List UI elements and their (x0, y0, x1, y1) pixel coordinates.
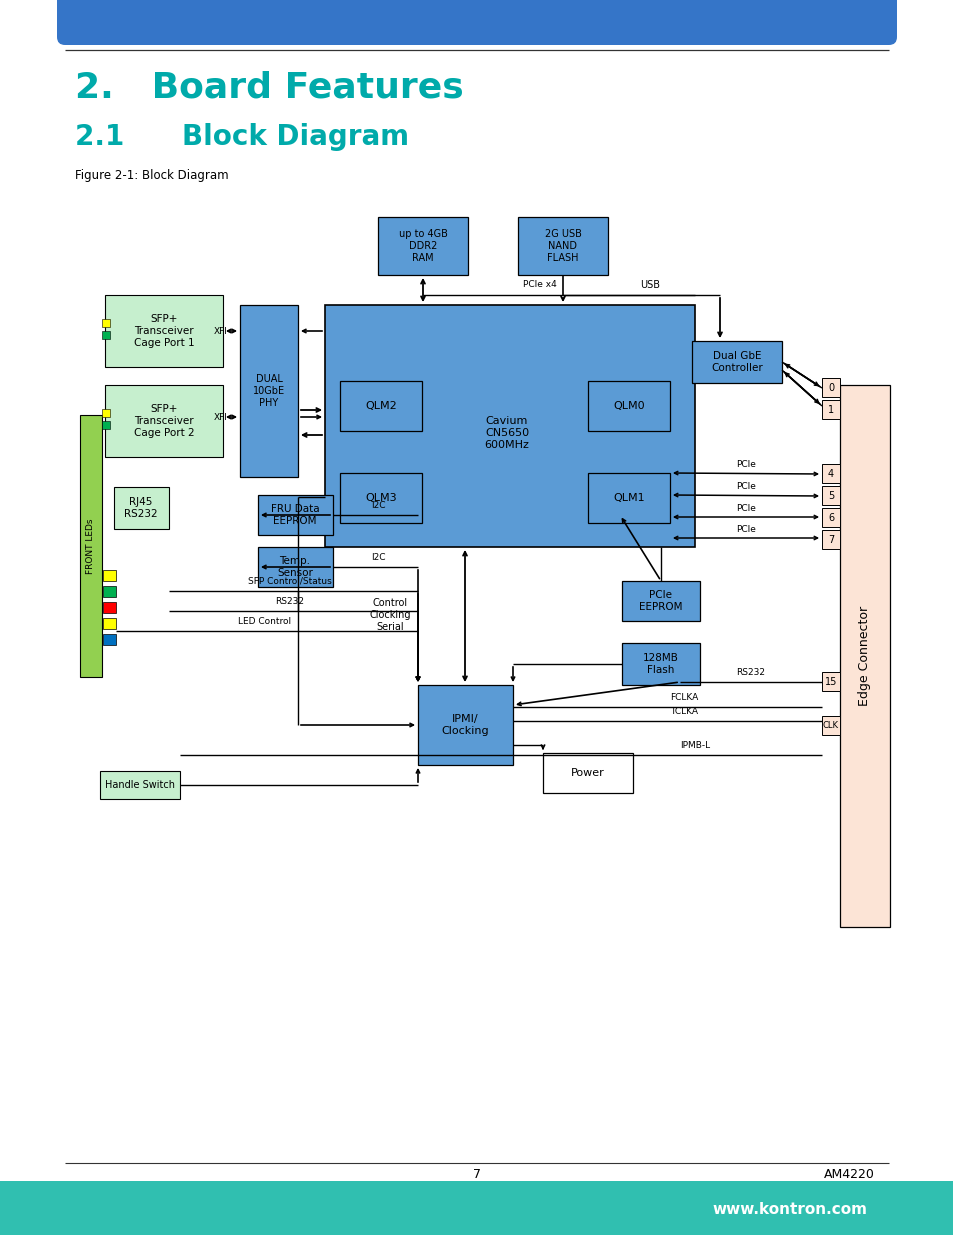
Bar (100, 771, 180, 799)
Bar (821, 464, 840, 483)
Text: QLM3: QLM3 (365, 493, 396, 503)
Bar (517, 217, 607, 275)
Text: IPMB-L: IPMB-L (679, 741, 709, 750)
Text: 7: 7 (473, 1168, 480, 1182)
Text: PCIe: PCIe (736, 504, 755, 513)
Text: 128MB
Flash: 128MB Flash (642, 653, 679, 674)
Text: I2C: I2C (371, 501, 385, 510)
Text: I2C: I2C (371, 553, 385, 562)
Bar (103, 601, 116, 613)
Text: LED Control: LED Control (238, 618, 292, 626)
Bar (621, 580, 700, 621)
Text: 7: 7 (827, 535, 833, 545)
Bar (377, 217, 468, 275)
Text: Temp.
Sensor: Temp. Sensor (276, 556, 313, 578)
Text: 4: 4 (827, 469, 833, 479)
Text: up to 4GB
DDR2
RAM: up to 4GB DDR2 RAM (398, 230, 447, 263)
Bar (821, 716, 840, 735)
Bar (103, 571, 116, 580)
Text: SFP+
Transceiver
Cage Port 1: SFP+ Transceiver Cage Port 1 (133, 315, 194, 347)
Bar (113, 487, 169, 529)
Text: Edge Connector: Edge Connector (858, 606, 871, 706)
Text: 1: 1 (827, 405, 833, 415)
Text: 5: 5 (827, 492, 833, 501)
Bar (103, 585, 116, 597)
Text: TCLKA: TCLKA (669, 706, 698, 716)
Bar (103, 634, 116, 645)
Bar (80, 415, 102, 677)
FancyBboxPatch shape (57, 0, 896, 44)
Bar (105, 385, 223, 457)
Bar (821, 378, 840, 396)
Text: PCIe
EEPROM: PCIe EEPROM (639, 590, 682, 611)
Text: XFI: XFI (213, 326, 228, 336)
Bar (821, 487, 840, 505)
Text: www.kontron.com: www.kontron.com (712, 1203, 866, 1218)
Text: FRONT LEDs: FRONT LEDs (87, 519, 95, 574)
Text: RS232: RS232 (275, 597, 304, 606)
Bar (102, 319, 110, 327)
Bar (103, 618, 116, 629)
Bar (102, 409, 110, 417)
Text: FRU Data
EEPROM: FRU Data EEPROM (271, 504, 319, 526)
Text: 2G USB
NAND
FLASH: 2G USB NAND FLASH (544, 230, 580, 263)
Bar (339, 473, 421, 522)
Text: Figure 2-1: Block Diagram: Figure 2-1: Block Diagram (75, 168, 229, 182)
Text: 2.   Board Features: 2. Board Features (75, 70, 463, 104)
Text: AM4220: AM4220 (823, 1168, 874, 1182)
Text: IPMI/
Clocking: IPMI/ Clocking (440, 714, 488, 736)
Bar (821, 508, 840, 527)
Text: Control
Clocking
Serial: Control Clocking Serial (369, 599, 411, 631)
Bar (102, 421, 110, 429)
Text: PCIe x4: PCIe x4 (522, 280, 557, 289)
Text: PCIe: PCIe (736, 459, 755, 469)
Text: Dual GbE
Controller: Dual GbE Controller (710, 351, 762, 373)
Bar (325, 305, 695, 547)
Text: XFI: XFI (213, 412, 228, 421)
Text: QLM1: QLM1 (613, 493, 644, 503)
Text: RJ45
RS232: RJ45 RS232 (124, 498, 157, 519)
Text: Cavium
CN5650
600MHz: Cavium CN5650 600MHz (484, 416, 529, 450)
Text: CLK: CLK (822, 721, 838, 730)
Text: SFP Control/Status: SFP Control/Status (248, 576, 332, 585)
Text: PCIe: PCIe (736, 482, 755, 492)
Text: 0: 0 (827, 383, 833, 393)
Bar (417, 685, 513, 764)
Bar (257, 495, 333, 535)
Text: USB: USB (639, 280, 659, 290)
Text: SFP+
Transceiver
Cage Port 2: SFP+ Transceiver Cage Port 2 (133, 404, 194, 437)
Bar (105, 295, 223, 367)
Text: 6: 6 (827, 513, 833, 522)
Text: QLM0: QLM0 (613, 401, 644, 411)
Text: 15: 15 (824, 677, 837, 687)
Bar (542, 753, 633, 793)
Text: Handle Switch: Handle Switch (105, 781, 174, 790)
Text: Power: Power (571, 768, 604, 778)
Bar (102, 331, 110, 338)
Bar (840, 385, 889, 927)
Text: FCLKA: FCLKA (669, 693, 698, 701)
Bar (691, 341, 781, 383)
FancyBboxPatch shape (0, 1181, 953, 1235)
Text: PCIe: PCIe (736, 525, 755, 534)
Text: RS232: RS232 (736, 668, 764, 677)
Bar (257, 547, 333, 587)
Bar (240, 305, 297, 477)
Bar (821, 400, 840, 419)
Bar (339, 382, 421, 431)
Bar (621, 643, 700, 685)
Bar (821, 672, 840, 692)
Bar (587, 473, 669, 522)
Bar (587, 382, 669, 431)
Text: DUAL
10GbE
PHY: DUAL 10GbE PHY (253, 374, 285, 408)
Text: QLM2: QLM2 (365, 401, 396, 411)
Text: 2.1      Block Diagram: 2.1 Block Diagram (75, 124, 409, 151)
Bar (821, 530, 840, 550)
